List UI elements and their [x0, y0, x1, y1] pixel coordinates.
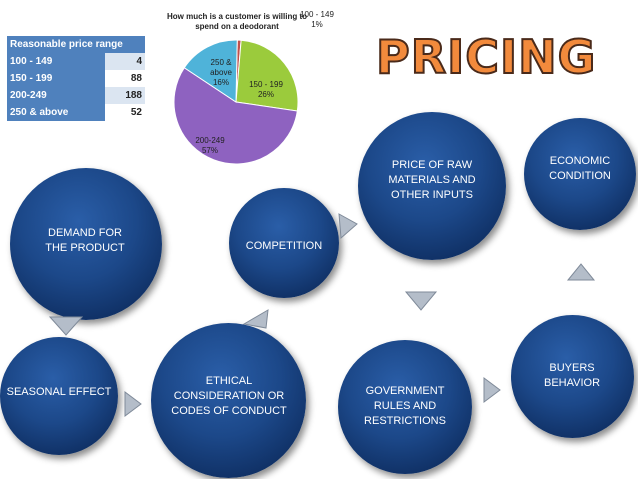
node-seasonal-label: SEASONAL EFFECT [6, 386, 112, 398]
pie-label-category: 250 & above [210, 58, 232, 77]
pie-label-percent: 26% [257, 90, 274, 99]
node-ethical-circle [151, 323, 306, 478]
table-row-range: 250 & above [7, 104, 105, 121]
pie-label-category: 100 - 149 [300, 10, 334, 19]
pie-label-200-249: 200-249 57% [190, 136, 230, 156]
pie-slice-2 [173, 67, 298, 165]
arrow-up-icon [566, 263, 596, 281]
table-row-value: 88 [105, 70, 145, 87]
pie-label-percent: 16% [212, 78, 229, 87]
node-demand-label: DEMAND FOR THE PRODUCT [45, 227, 125, 254]
pie-label-percent: 57% [201, 146, 218, 155]
node-ethical-label: ETHICAL CONSIDERATION OR CODES OF CONDUC… [171, 375, 287, 417]
node-government-circle [338, 340, 472, 474]
node-buyers-circle [511, 315, 634, 438]
pie-slice-3 [183, 39, 238, 103]
pie-label-category: 150 - 199 [249, 80, 283, 89]
node-raw-materials-circle [358, 112, 506, 260]
pricing-title: PRICING [375, 29, 597, 85]
arrow-down-icon-2 [404, 291, 438, 311]
arrow-right-icon-3 [483, 377, 501, 403]
arrow-right-icon [124, 391, 142, 417]
price-range-table: Reasonable price range 100 - 149 4 150 - … [7, 36, 145, 121]
pie-label-150-199: 150 - 199 26% [244, 80, 288, 100]
table-header: Reasonable price range [7, 36, 145, 53]
pie-label-100-149: 100 - 149 1% [300, 10, 334, 30]
node-economic-label: ECONOMIC CONDITION [549, 155, 611, 182]
table-row-value: 188 [105, 87, 145, 104]
arrow-up-right-icon [242, 309, 269, 329]
node-economic-circle [524, 118, 636, 230]
table-row-range: 100 - 149 [7, 53, 105, 70]
table-row-value: 4 [105, 53, 145, 70]
node-competition-label: COMPETITION [245, 240, 323, 252]
pie-label-percent: 1% [311, 20, 323, 29]
table-row-range: 200-249 [7, 87, 105, 104]
node-seasonal-circle [0, 337, 118, 455]
pie-chart [173, 39, 299, 165]
node-competition-circle [229, 188, 339, 298]
arrow-right-icon-2 [338, 213, 358, 240]
node-buyers-label: BUYERS BEHAVIOR [543, 362, 601, 389]
pie-label-category: 200-249 [195, 136, 225, 145]
node-demand-circle [10, 168, 162, 320]
pie-slice-1 [235, 39, 299, 112]
pie-chart-title: How much is a customer is willing to spe… [166, 12, 308, 31]
table-row-value: 52 [105, 104, 145, 121]
node-government-label: GOVERNMENT RULES AND RESTRICTIONS [364, 385, 446, 427]
table-row-range: 150 - 199 [7, 70, 105, 87]
arrow-down-icon [48, 316, 84, 336]
node-raw-materials-label: PRICE OF RAW MATERIALS AND OTHER INPUTS [388, 159, 476, 201]
pie-label-250-above: 250 & above 16% [203, 58, 239, 88]
